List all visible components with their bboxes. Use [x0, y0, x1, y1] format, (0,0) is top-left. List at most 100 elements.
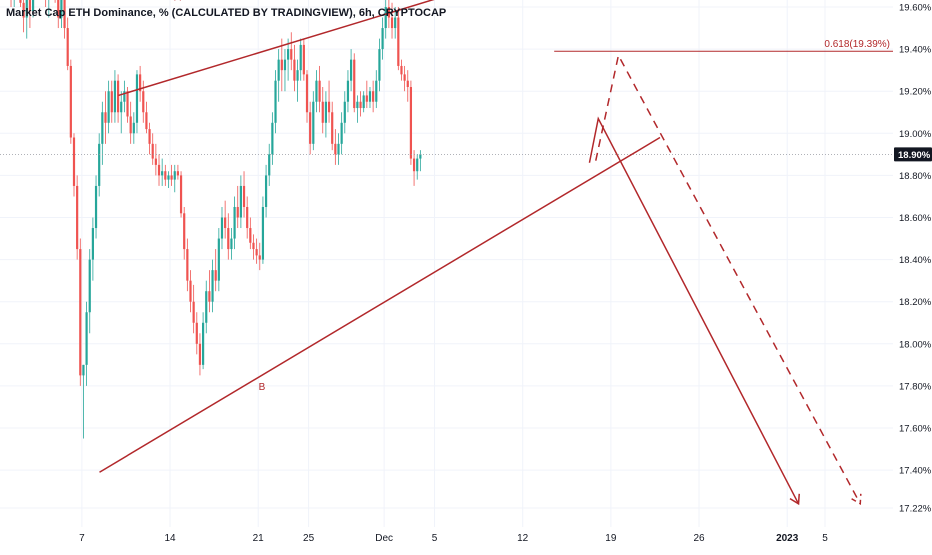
candle-body [334, 143, 337, 155]
axes: 20.40%20.20%20.00%19.80%19.60%19.40%19.2… [79, 3, 932, 544]
candle-body [331, 112, 334, 144]
wave-label-a: A [174, 0, 181, 4]
candle [394, 7, 397, 39]
candle [132, 112, 135, 144]
candle [186, 238, 189, 292]
candle [268, 143, 271, 186]
candle-body [384, 7, 387, 29]
candle [85, 301, 88, 386]
candle [211, 259, 214, 313]
candle [101, 101, 104, 165]
candle-body [186, 249, 189, 281]
candle [261, 196, 265, 264]
candle [154, 143, 157, 176]
x-tick-label: 12 [517, 533, 529, 544]
y-tick-label: 17.22% [899, 504, 932, 515]
candle-body [189, 280, 192, 302]
projection-solid [588, 116, 800, 505]
candle-body [340, 122, 343, 144]
candle-body [268, 154, 271, 176]
y-tick-label: 19.40% [899, 45, 932, 56]
candle-body [113, 80, 117, 113]
candle [283, 49, 287, 92]
candle [327, 80, 331, 123]
candle-body [85, 312, 88, 365]
candle [368, 87, 372, 109]
x-tick-label: 5 [432, 533, 438, 544]
candle [258, 242, 261, 271]
candle [230, 228, 233, 260]
candle [94, 175, 98, 239]
candle-body [101, 112, 104, 144]
projection-arrowhead-dashed [851, 493, 862, 506]
candle [309, 101, 312, 155]
candle [217, 228, 220, 292]
candle-body [343, 101, 346, 123]
candle-body [409, 87, 413, 159]
candle [277, 49, 280, 102]
candle [296, 59, 299, 102]
candle-body [327, 101, 331, 113]
candle-body [305, 74, 309, 113]
candle-body [296, 70, 299, 81]
candle [139, 65, 142, 102]
candle [54, 0, 56, 3]
candle [205, 280, 208, 334]
candle-body [274, 80, 277, 123]
candle-body [416, 158, 419, 172]
candle [192, 284, 195, 334]
candle-body [120, 101, 123, 113]
x-tick-label: 26 [693, 533, 705, 544]
candle [120, 91, 123, 134]
candle [110, 80, 113, 123]
candle-body [19, 0, 22, 3]
candles [10, 0, 422, 439]
x-tick-label: 7 [79, 533, 85, 544]
candle [19, 0, 22, 8]
candle [208, 270, 211, 313]
candle [66, 17, 69, 71]
candle-body [419, 154, 422, 159]
wedge-line-upper [118, 0, 435, 97]
candle [129, 101, 132, 144]
candle-body [135, 74, 139, 123]
candle-body [123, 91, 126, 102]
candle [242, 171, 246, 218]
candle [264, 164, 268, 218]
candle-body [211, 270, 214, 302]
candle [419, 150, 422, 172]
candle-body [139, 74, 142, 92]
candle-body [88, 259, 91, 313]
candle-body [107, 91, 110, 123]
candle-body [72, 137, 76, 186]
candle-body [356, 101, 359, 109]
candle-body [220, 217, 224, 239]
candle [334, 129, 337, 165]
drawings: 0.618(19.39%)ABC [0, 0, 893, 506]
candle [63, 0, 66, 39]
candle [13, 0, 15, 8]
candle-body [239, 185, 242, 218]
candle [346, 70, 350, 113]
candle-body [63, 0, 66, 29]
candle-body [57, 0, 60, 18]
candle [397, 7, 400, 71]
current-price-label: 18.90% [898, 150, 931, 161]
candle-body [126, 91, 129, 117]
candle-body [205, 291, 208, 323]
candle [22, 0, 25, 33]
y-tick-label: 19.60% [899, 3, 932, 14]
candle [406, 70, 409, 102]
candle-body [293, 59, 296, 81]
candle [390, 2, 394, 39]
candle [167, 171, 170, 189]
candle [381, 17, 384, 60]
candle-body [258, 255, 261, 260]
candle-body [224, 217, 227, 229]
candle [176, 164, 180, 180]
candle [60, 0, 63, 29]
candle [340, 112, 343, 155]
candle-body [283, 59, 287, 71]
candle [362, 91, 365, 113]
